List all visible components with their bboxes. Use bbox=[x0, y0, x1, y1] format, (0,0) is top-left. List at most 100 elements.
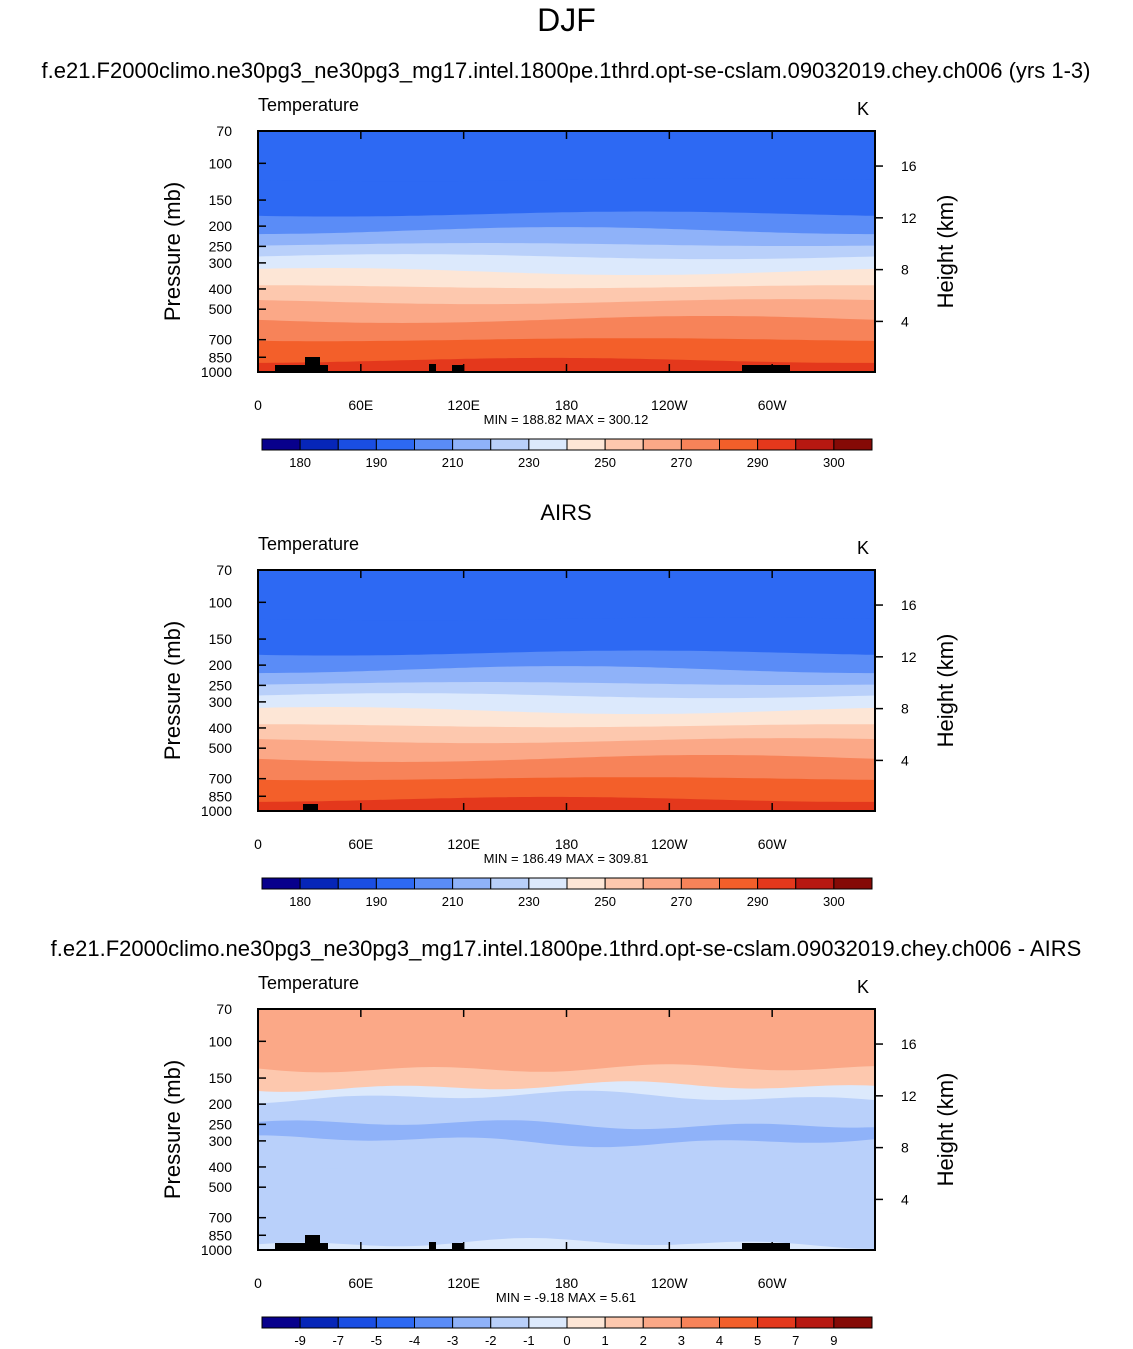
min-max-label: MIN = -9.18 MAX = 5.61 bbox=[496, 1290, 636, 1305]
terrain-mask bbox=[429, 364, 436, 372]
x-tick-label: 120W bbox=[651, 1275, 688, 1291]
colorbar-swatch bbox=[452, 1316, 492, 1329]
colorbar-label: 290 bbox=[747, 455, 769, 470]
terrain-mask bbox=[305, 357, 320, 372]
x-tick-label: 120E bbox=[447, 836, 480, 852]
colorbar-swatch bbox=[452, 877, 492, 890]
colorbar-swatch bbox=[795, 877, 835, 890]
min-max-label: MIN = 188.82 MAX = 300.12 bbox=[484, 412, 649, 427]
height-tick-label: 8 bbox=[901, 701, 909, 717]
pressure-tick-label: 150 bbox=[209, 192, 233, 208]
y2-axis-title: Height (km) bbox=[933, 634, 958, 748]
colorbar-label: -9 bbox=[294, 1333, 306, 1348]
colorbar-swatch bbox=[375, 1316, 415, 1329]
colorbar-label: 0 bbox=[563, 1333, 570, 1348]
chart-heading: f.e21.F2000climo.ne30pg3_ne30pg3_mg17.in… bbox=[42, 58, 1091, 83]
terrain-mask bbox=[742, 365, 790, 372]
colorbar-swatch bbox=[680, 877, 720, 890]
left-title: Temperature bbox=[258, 973, 359, 993]
colorbar-swatch bbox=[528, 877, 568, 890]
colorbar: -9 -7 -5 -4 -3 -2 -1 0 1 2 3 4 5 7 9 bbox=[261, 1316, 873, 1348]
colorbar-swatch bbox=[680, 438, 720, 451]
x-tick-label: 60W bbox=[758, 836, 788, 852]
colorbar: 180 190 210 230 250 270 290 300 bbox=[261, 877, 873, 909]
pressure-tick-label: 200 bbox=[209, 218, 233, 234]
chart-model: f.e21.F2000climo.ne30pg3_ne30pg3_mg17.in… bbox=[42, 58, 1091, 470]
colorbar-swatch bbox=[604, 438, 644, 451]
height-tick-label: 8 bbox=[901, 262, 909, 278]
colorbar-swatch bbox=[261, 438, 301, 451]
x-tick-label: 120E bbox=[447, 397, 480, 413]
colorbar-label: 230 bbox=[518, 894, 540, 909]
x-tick-label: 0 bbox=[254, 397, 262, 413]
colorbar-swatch bbox=[566, 1316, 606, 1329]
colorbar-swatch bbox=[719, 877, 759, 890]
pressure-tick-label: 500 bbox=[209, 1179, 233, 1195]
pressure-tick-label: 1000 bbox=[201, 364, 232, 380]
x-tick-label: 0 bbox=[254, 836, 262, 852]
x-tick-label: 60E bbox=[348, 397, 373, 413]
pressure-tick-label: 150 bbox=[209, 631, 233, 647]
colorbar-swatch bbox=[452, 438, 492, 451]
colorbar-label: -2 bbox=[485, 1333, 497, 1348]
contour-field bbox=[258, 131, 875, 372]
y-axis-title: Pressure (mb) bbox=[160, 1060, 185, 1199]
colorbar-label: 230 bbox=[518, 455, 540, 470]
left-title: Temperature bbox=[258, 534, 359, 554]
colorbar-swatch bbox=[528, 438, 568, 451]
colorbar-label: 180 bbox=[289, 455, 311, 470]
terrain-mask bbox=[303, 804, 318, 811]
pressure-tick-label: 70 bbox=[216, 1001, 232, 1017]
pressure-tick-label: 100 bbox=[209, 1033, 233, 1049]
pressure-tick-label: 400 bbox=[209, 720, 233, 736]
colorbar-swatch bbox=[719, 438, 759, 451]
height-tick-label: 16 bbox=[901, 597, 917, 613]
terrain-mask bbox=[275, 1243, 328, 1250]
pressure-tick-label: 1000 bbox=[201, 803, 232, 819]
colorbar-label: 250 bbox=[594, 455, 616, 470]
colorbar-swatch bbox=[528, 1316, 568, 1329]
colorbar-label: 1 bbox=[602, 1333, 609, 1348]
colorbar-label: 2 bbox=[640, 1333, 647, 1348]
terrain-mask bbox=[429, 1242, 436, 1250]
colorbar-swatch bbox=[604, 877, 644, 890]
units-label: K bbox=[857, 977, 869, 997]
y2-axis-title: Height (km) bbox=[933, 1073, 958, 1187]
terrain-mask bbox=[452, 1243, 463, 1250]
colorbar-swatch bbox=[414, 1316, 454, 1329]
pressure-tick-label: 200 bbox=[209, 657, 233, 673]
height-tick-label: 12 bbox=[901, 210, 917, 226]
colorbar-swatch bbox=[680, 1316, 720, 1329]
colorbar-swatch bbox=[375, 877, 415, 890]
left-title: Temperature bbox=[258, 95, 359, 115]
terrain-mask bbox=[305, 1235, 320, 1250]
y2-axis-title: Height (km) bbox=[933, 195, 958, 309]
colorbar-label: 270 bbox=[671, 455, 693, 470]
colorbar-label: 4 bbox=[716, 1333, 723, 1348]
x-tick-label: 120W bbox=[651, 397, 688, 413]
terrain-mask bbox=[275, 365, 328, 372]
colorbar-swatch bbox=[642, 438, 682, 451]
colorbar-swatch bbox=[490, 877, 530, 890]
colorbar-swatch bbox=[261, 877, 301, 890]
colorbar-label: -7 bbox=[332, 1333, 344, 1348]
colorbar-label: 9 bbox=[830, 1333, 837, 1348]
colorbar-label: 190 bbox=[366, 455, 388, 470]
pressure-tick-label: 700 bbox=[209, 332, 233, 348]
pressure-tick-label: 200 bbox=[209, 1096, 233, 1112]
pressure-tick-label: 100 bbox=[209, 594, 233, 610]
colorbar-label: 210 bbox=[442, 455, 464, 470]
colorbar-swatch bbox=[642, 1316, 682, 1329]
colorbar-label: 250 bbox=[594, 894, 616, 909]
colorbar-label: 300 bbox=[823, 455, 845, 470]
pressure-tick-label: 500 bbox=[209, 301, 233, 317]
colorbar-swatch bbox=[566, 438, 606, 451]
pressure-tick-label: 250 bbox=[209, 1116, 233, 1132]
colorbar-label: 7 bbox=[792, 1333, 799, 1348]
x-tick-label: 60W bbox=[758, 397, 788, 413]
pressure-tick-label: 150 bbox=[209, 1070, 233, 1086]
colorbar-label: 270 bbox=[671, 894, 693, 909]
colorbar-swatch bbox=[299, 1316, 339, 1329]
y-axis-title: Pressure (mb) bbox=[160, 182, 185, 321]
